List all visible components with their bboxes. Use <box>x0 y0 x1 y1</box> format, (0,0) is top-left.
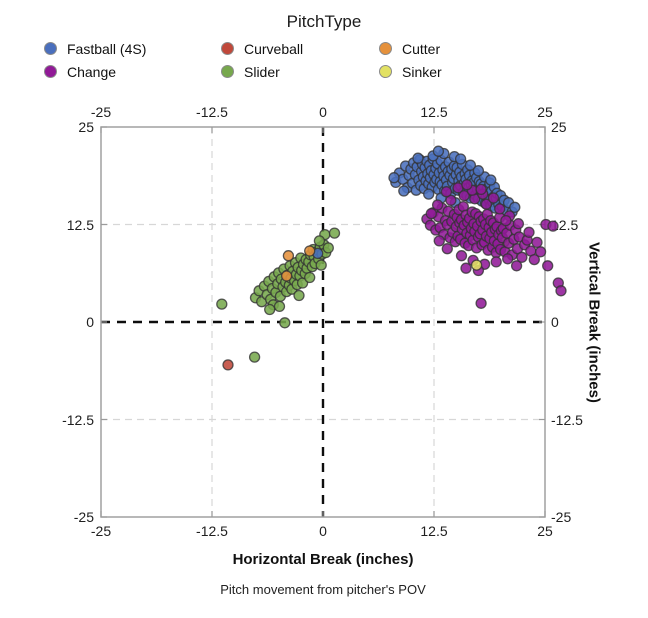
scatter-point <box>313 235 326 247</box>
plot-panel <box>100 126 567 518</box>
scatter-point <box>431 199 444 211</box>
scatter-point <box>475 297 487 309</box>
scatter-point <box>490 256 502 268</box>
y-axis-left-tick-labels: -25 -12.5 0 12.5 25 <box>0 119 94 525</box>
scatter-point <box>500 214 512 227</box>
x-axis-bottom-tick-labels: -25 -12.5 0 12.5 25 <box>91 522 553 540</box>
tick-label: 12.5 <box>420 523 448 539</box>
tick-label: 0 <box>319 104 327 120</box>
scatter-plot <box>100 126 567 518</box>
x-axis-top-tick-labels: -25 -12.5 0 12.5 25 <box>91 103 553 121</box>
tick-label: 25 <box>537 104 553 120</box>
scatter-point <box>222 359 234 371</box>
legend-item-label: Cutter <box>402 40 441 57</box>
legend-swatch-icon <box>221 42 234 55</box>
scatter-point <box>441 243 453 255</box>
scatter-point <box>433 235 445 247</box>
tick-label: -12.5 <box>196 523 228 539</box>
scatter-point <box>460 262 472 274</box>
scatter-point <box>475 183 487 196</box>
scatter-point <box>293 289 305 302</box>
scatter-point <box>523 226 535 238</box>
scatter-point <box>510 260 523 272</box>
scatter-point <box>458 189 470 202</box>
tick-label: 25 <box>78 119 94 135</box>
scatter-point <box>542 260 554 272</box>
tick-label: -12.5 <box>62 411 94 428</box>
scatter-point <box>494 203 506 215</box>
scatter-point <box>388 172 400 184</box>
scatter-point <box>425 207 437 220</box>
scatter-point <box>531 236 543 249</box>
scatter-point <box>555 285 567 297</box>
scatter-point <box>328 227 341 239</box>
legend-item: Cutter <box>379 37 442 60</box>
scatter-point <box>423 188 435 200</box>
scatter-point <box>461 179 473 191</box>
legend-swatch-icon <box>44 42 57 55</box>
tick-label: -25 <box>73 509 94 525</box>
scatter-point <box>412 152 424 164</box>
scatter-point <box>445 194 457 206</box>
legend-title: PitchType <box>286 12 362 31</box>
scatter-point <box>454 153 467 165</box>
tick-label: 12.5 <box>66 216 94 233</box>
scatter-point <box>280 270 293 282</box>
scatter-point <box>440 186 453 198</box>
legend-swatch-icon <box>379 65 392 78</box>
scatter-point <box>432 145 445 157</box>
scatter-point <box>464 159 477 171</box>
scatter-point <box>248 351 261 363</box>
tick-label: -12.5 <box>196 104 228 120</box>
scatter-point <box>322 242 334 254</box>
chart-caption: Pitch movement from pitcher's POV <box>220 582 426 597</box>
legend-item: Curveball <box>221 37 379 60</box>
scatter-point <box>485 174 497 186</box>
legend-item: Change <box>44 60 221 83</box>
scatter-point <box>487 192 500 204</box>
scatter-point <box>216 298 228 310</box>
scatter-point <box>480 198 493 210</box>
scatter-point <box>279 317 291 329</box>
tick-label: 0 <box>319 523 327 539</box>
tick-label: -25 <box>90 523 112 539</box>
legend-item-label: Fastball (4S) <box>67 40 147 57</box>
legend-item: Fastball (4S) <box>44 37 221 60</box>
tick-label: 25 <box>537 523 553 539</box>
scatter-point <box>304 271 316 284</box>
x-axis-title: Horizontal Break (inches) <box>232 551 414 568</box>
scatter-point <box>282 250 295 262</box>
legend-item-label: Curveball <box>244 40 304 57</box>
tick-label: 0 <box>86 314 94 330</box>
scatter-point <box>455 250 468 262</box>
y-axis-title: Vertical Break (inches) <box>585 241 603 403</box>
legend-swatch-icon <box>379 42 392 55</box>
scatter-point <box>304 245 316 257</box>
legend-swatch-icon <box>221 65 234 78</box>
legend-item: Sinker <box>379 60 442 83</box>
legend-item-label: Change <box>67 63 117 80</box>
scatter-point <box>502 253 514 265</box>
legend-item-label: Sinker <box>402 63 442 80</box>
tick-label: -25 <box>90 104 112 120</box>
scatter-point <box>516 251 528 263</box>
scatter-point <box>398 185 410 197</box>
scatter-point <box>509 201 521 213</box>
legend-item-label: Slider <box>244 63 280 80</box>
scatter-point <box>512 218 525 230</box>
legend-swatch-icon <box>44 65 57 78</box>
scatter-point <box>315 259 327 271</box>
legend-item: Slider <box>221 60 379 83</box>
scatter-point <box>547 220 559 232</box>
scatter-point <box>534 246 547 258</box>
scatter-point <box>273 300 286 313</box>
scatter-point <box>528 253 540 266</box>
legend: Fastball (4S) Change Curveball Slider Cutter… <box>44 37 442 83</box>
scatter-point <box>470 259 483 271</box>
tick-label: 12.5 <box>420 104 448 120</box>
scatter-point <box>472 165 485 177</box>
scatter-point <box>264 303 276 316</box>
